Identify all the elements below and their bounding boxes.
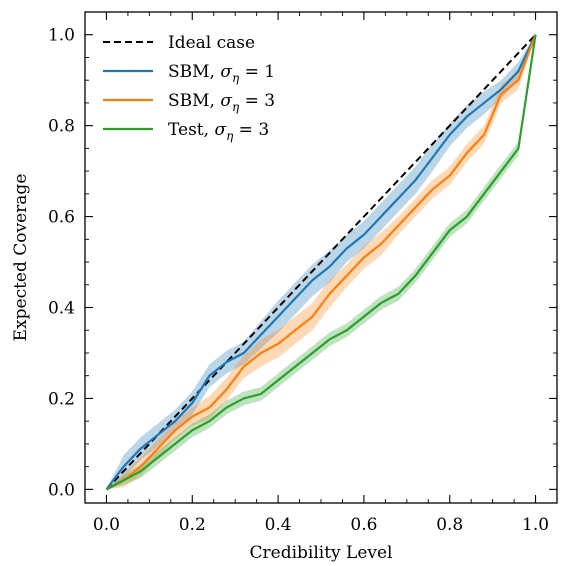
y-tick-label: 0.4 bbox=[48, 299, 75, 319]
y-tick-label: 0.8 bbox=[48, 117, 75, 137]
legend-label-ideal: Ideal case bbox=[168, 33, 255, 53]
y-tick-label: 0.0 bbox=[48, 480, 75, 500]
y-axis-label: Expected Coverage bbox=[11, 174, 31, 342]
x-tick-label: 0.0 bbox=[93, 515, 120, 535]
y-tick-label: 1.0 bbox=[48, 26, 75, 46]
legend-label-series: SBM, ση = 1 bbox=[168, 62, 275, 85]
x-tick-label: 0.2 bbox=[179, 515, 206, 535]
plot-frame bbox=[84, 11, 558, 504]
line-series-2 bbox=[105, 34, 537, 491]
x-tick-label: 0.8 bbox=[436, 515, 463, 535]
y-tick-label: 0.6 bbox=[48, 208, 75, 228]
x-axis-label: Credibility Level bbox=[250, 543, 393, 563]
line-series-1 bbox=[105, 34, 537, 491]
line-series-3 bbox=[105, 34, 537, 491]
legend: Ideal case SBM, ση = 1 SBM, ση = 3 Test, ση… bbox=[103, 33, 275, 143]
series-lines bbox=[105, 34, 537, 491]
axis-ticks: 0.0 0.2 0.4 0.6 0.8 1.0 0.0 0.2 0.4 0.6 0.8 1.0 bbox=[48, 11, 558, 535]
legend-label-series: SBM, ση = 3 bbox=[168, 91, 275, 114]
x-tick-label: 0.4 bbox=[265, 515, 292, 535]
legend-label-series: Test, ση = 3 bbox=[168, 120, 269, 143]
x-tick-label: 0.6 bbox=[350, 515, 377, 535]
y-tick-label: 0.2 bbox=[48, 389, 75, 409]
x-tick-label: 1.0 bbox=[522, 515, 549, 535]
ideal-line bbox=[105, 34, 537, 491]
